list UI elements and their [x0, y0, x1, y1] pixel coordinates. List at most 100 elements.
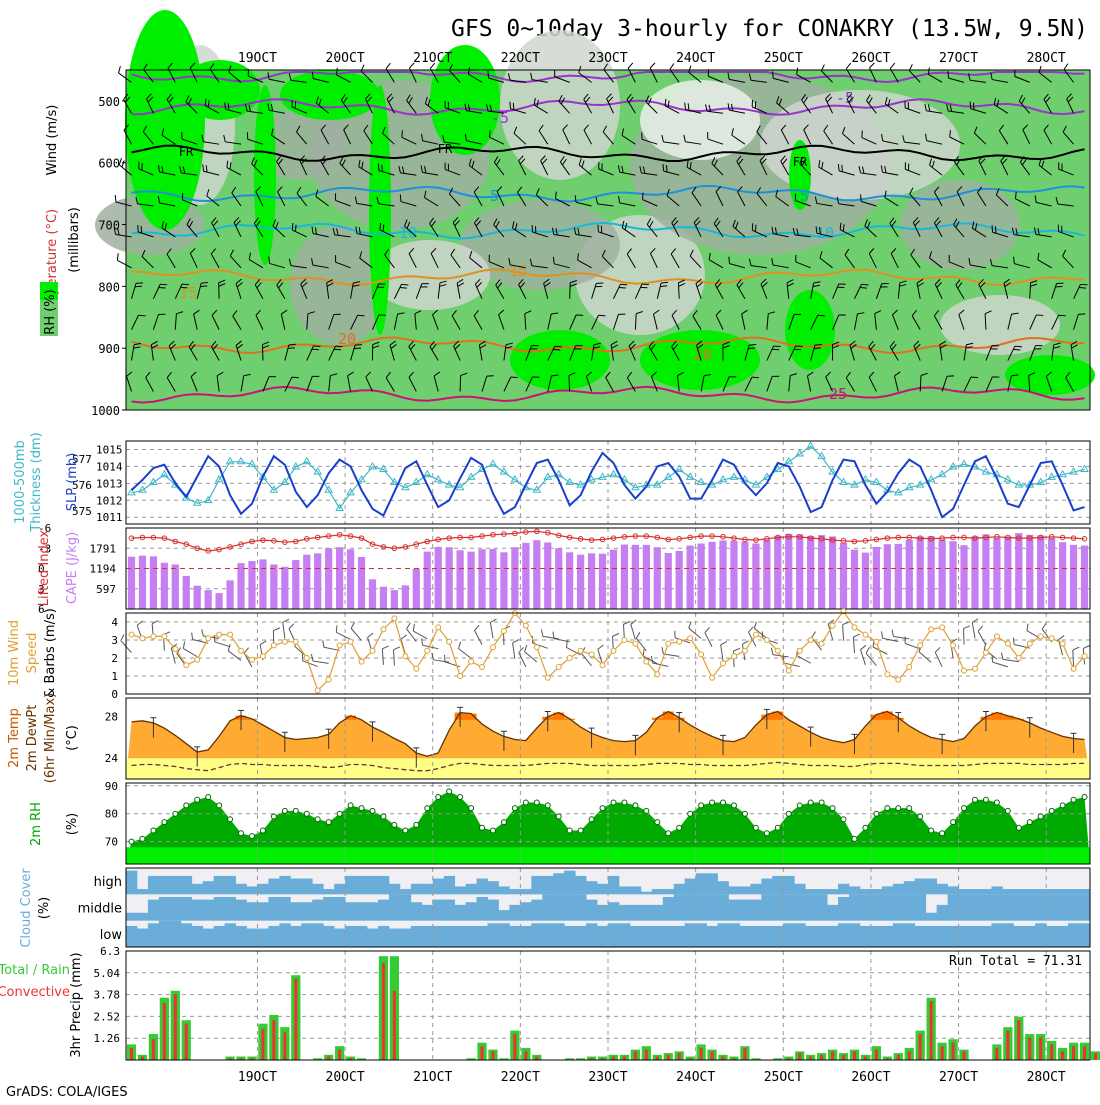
cape-bar — [993, 538, 1000, 609]
wind-barb-feather — [488, 71, 489, 78]
top-date-tick: 19OCT — [238, 51, 277, 66]
cloud-cell — [378, 926, 389, 947]
slp-ylabel-part: SLP (mb) — [65, 453, 80, 512]
precip-tick: 2.52 — [94, 1010, 121, 1023]
rh2m-point — [260, 828, 265, 833]
cloud-cell — [761, 879, 772, 895]
wind10-point — [436, 625, 441, 630]
cape-bar — [697, 544, 704, 609]
cloud-cell — [268, 897, 279, 921]
cloud-cell — [1002, 923, 1013, 947]
wind-barb-feather — [1059, 315, 1066, 316]
cloud-cell — [356, 926, 367, 947]
cloud-cell — [805, 926, 816, 947]
precip-conv-bar — [338, 1050, 341, 1060]
cloud-cell — [838, 923, 849, 947]
bottom-date-tick: 21OCT — [413, 1070, 452, 1085]
wind10-point — [578, 648, 583, 653]
rh2m-point — [239, 831, 244, 836]
cape-bar — [610, 550, 617, 609]
rh2m-point — [644, 808, 649, 813]
cloud-cell — [1068, 889, 1079, 894]
cloud-cell — [991, 894, 1002, 920]
cloud-cell — [257, 929, 268, 947]
wind-barb-feather — [335, 346, 342, 347]
wind10-point — [469, 659, 474, 664]
wind-barb-feather — [490, 130, 491, 137]
cloud-cell — [181, 897, 192, 921]
cloud-cell — [192, 884, 203, 895]
rh2m-point — [414, 822, 419, 827]
temp-max-patch — [663, 712, 674, 720]
cloud-cell — [991, 886, 1002, 894]
upper-air-ylabel: (millibars) — [67, 207, 82, 273]
wind10-ylabel-a: 10m Wind — [7, 620, 22, 686]
slp-tick: 1012 — [96, 494, 123, 507]
wind-barb-feather — [948, 71, 949, 78]
precip-conv-bar — [645, 1050, 648, 1060]
cloud-cell — [466, 902, 477, 920]
wind10-point — [1049, 636, 1054, 641]
cloud-cell — [170, 921, 181, 947]
cloud-cell — [663, 897, 674, 921]
cloud-cell — [268, 926, 279, 947]
cloud-cell — [356, 902, 367, 920]
rh2m-point — [983, 797, 988, 802]
wind10-tick: 0 — [111, 688, 118, 701]
cloud-cell — [772, 926, 783, 947]
precip-conv-bar — [1006, 1031, 1009, 1060]
contour-label: -5 — [836, 89, 854, 107]
precip-conv-bar — [875, 1050, 878, 1060]
cape-bar — [522, 543, 529, 609]
cloud-cell — [553, 873, 564, 894]
cloud-cell — [707, 873, 718, 894]
cloud-cell — [597, 926, 608, 947]
cloud-cell — [980, 894, 991, 920]
precip-conv-bar — [842, 1055, 845, 1060]
top-date-tick: 27OCT — [939, 51, 978, 66]
precip-tick: 6.3 — [100, 945, 120, 958]
cape-bar — [237, 563, 244, 609]
cloud-cell — [323, 897, 334, 921]
rh2m-point — [731, 803, 736, 808]
rh2m-point — [436, 794, 441, 799]
cape-bar — [1026, 535, 1033, 609]
cloud-cell — [455, 926, 466, 947]
wind-barb-feather — [269, 256, 270, 263]
precip-conv-bar — [1017, 1020, 1020, 1060]
temp2m-ylabel-b-part: 2m DewPt — [25, 705, 40, 772]
rh2m-point — [359, 806, 364, 811]
contour-label: 20 — [338, 330, 356, 348]
wind10-point — [589, 652, 594, 657]
wind10-point — [677, 639, 682, 644]
rh2m-point — [775, 825, 780, 830]
wind10-point — [381, 627, 386, 632]
cape-bar — [215, 593, 222, 609]
wind10-ylabel-c: & Barbs (m/s) — [43, 608, 58, 698]
wind10-point — [797, 648, 802, 653]
wind-barb-feather — [815, 344, 822, 345]
cape-bar — [949, 541, 956, 609]
cloud-cell — [827, 905, 838, 921]
rh2m-point — [1071, 797, 1076, 802]
precip-conv-bar — [1028, 1038, 1031, 1060]
cloud-cell — [477, 879, 488, 895]
rh2m-point — [1016, 825, 1021, 830]
cloud-cell — [729, 886, 740, 894]
cloud-cell — [367, 902, 378, 920]
cloud-cell — [937, 884, 948, 895]
cloud-cell — [849, 894, 860, 920]
cloud-row-label: high — [94, 875, 122, 890]
rh2m-point — [721, 800, 726, 805]
cloud-cell — [1079, 894, 1090, 920]
wind10-point — [863, 632, 868, 637]
precip-conv-bar — [535, 1057, 538, 1060]
contour-label: 20 — [694, 346, 712, 364]
cloud-cell — [816, 889, 827, 894]
precip-tick: 1.26 — [94, 1032, 121, 1045]
cape-bar — [566, 552, 573, 609]
cloud-cell — [531, 923, 542, 947]
wind-label: Wind (m/s) — [45, 105, 60, 176]
cloud-cell — [488, 881, 499, 894]
rh2m-point — [797, 803, 802, 808]
